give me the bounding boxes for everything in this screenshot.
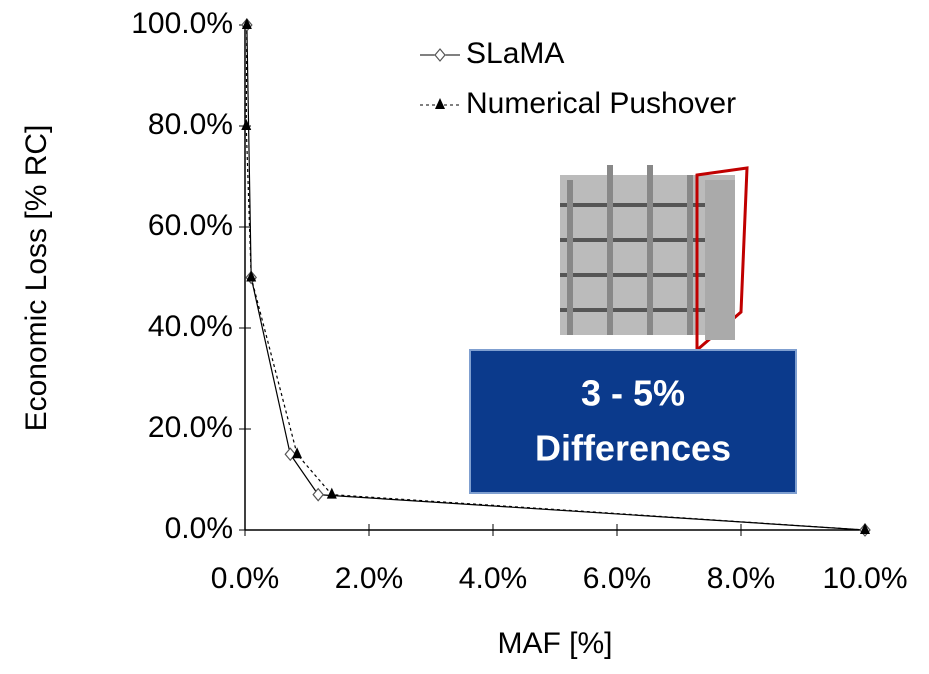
data-point	[241, 119, 251, 130]
y-tick-label: 20.0%	[148, 411, 233, 444]
y-tick-label: 40.0%	[148, 310, 233, 343]
data-point	[327, 488, 337, 499]
x-tick-label: 0.0%	[211, 562, 279, 595]
annotation-box	[470, 350, 796, 493]
chart: MAF [%] Economic Loss [% RC] 0.0% 20.0% 40…	[0, 0, 929, 669]
annotation-text: Differences	[535, 428, 731, 469]
legend-marker	[435, 98, 445, 109]
legend-label: Numerical Pushover	[466, 87, 736, 120]
legend-label: SLaMA	[466, 37, 564, 70]
building-illustration	[560, 165, 747, 350]
y-tick-label: 100.0%	[131, 7, 233, 40]
x-tick-label: 4.0%	[459, 562, 527, 595]
x-tick-label: 8.0%	[707, 562, 775, 595]
legend-marker	[435, 49, 445, 61]
x-tick-label: 10.0%	[822, 562, 907, 595]
x-tick-label: 6.0%	[583, 562, 651, 595]
y-tick-label: 0.0%	[165, 512, 233, 545]
x-axis-title: MAF [%]	[497, 627, 612, 660]
x-tick-label: 2.0%	[335, 562, 403, 595]
y-tick-label: 80.0%	[148, 108, 233, 141]
y-tick-label: 60.0%	[148, 209, 233, 242]
annotation-text: 3 - 5%	[581, 373, 685, 414]
y-axis-title: Economic Loss [% RC]	[20, 125, 53, 432]
